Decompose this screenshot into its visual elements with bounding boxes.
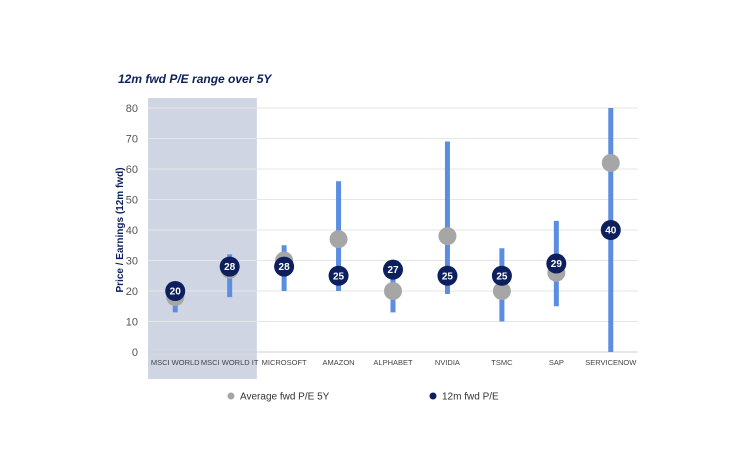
category-label: AMAZON bbox=[323, 358, 355, 367]
y-tick-label: 10 bbox=[126, 317, 138, 329]
current-pe-label: 25 bbox=[333, 271, 345, 282]
highlight-band bbox=[148, 98, 257, 379]
average-pe-dot bbox=[438, 227, 457, 246]
current-pe-label: 28 bbox=[279, 262, 291, 273]
current-pe-label: 28 bbox=[224, 262, 236, 273]
current-pe-label: 25 bbox=[442, 271, 454, 282]
current-pe-dot bbox=[600, 220, 621, 240]
category-label: SERVICENOW bbox=[585, 358, 637, 367]
legend-label: 12m fwd P/E bbox=[442, 392, 499, 403]
current-pe-dot bbox=[491, 265, 512, 286]
legend-label: Average fwd P/E 5Y bbox=[240, 392, 330, 403]
category-label: MSCI WORLD bbox=[151, 358, 200, 367]
current-pe-dot bbox=[383, 259, 403, 280]
y-axis-title: Price / Earnings (12m fwd) bbox=[115, 167, 126, 292]
legend-marker bbox=[227, 392, 235, 400]
current-pe-label: 25 bbox=[496, 271, 508, 282]
current-pe-dot bbox=[219, 256, 240, 277]
category-label: ALPHABET bbox=[373, 358, 413, 367]
y-tick-label: 30 bbox=[126, 256, 138, 268]
y-tick-label: 50 bbox=[126, 195, 138, 207]
y-tick-label: 60 bbox=[126, 164, 138, 176]
chart-title: 12m fwd P/E range over 5Y bbox=[118, 72, 272, 86]
legend-marker bbox=[429, 392, 437, 400]
current-pe-dot bbox=[437, 265, 458, 286]
category-label: MICROSOFT bbox=[262, 358, 307, 367]
average-pe-dot bbox=[384, 282, 402, 300]
y-tick-label: 80 bbox=[126, 103, 138, 115]
y-tick-label: 20 bbox=[126, 286, 138, 298]
current-pe-label: 40 bbox=[605, 226, 617, 237]
category-label: SAP bbox=[549, 358, 564, 367]
average-pe-dot bbox=[492, 282, 511, 300]
current-pe-dot bbox=[328, 265, 349, 286]
current-pe-label: 29 bbox=[551, 259, 563, 270]
category-label: TSMC bbox=[491, 358, 513, 367]
current-pe-label: 20 bbox=[170, 287, 182, 298]
category-label: MSCI WORLD IT bbox=[201, 358, 259, 367]
current-pe-dot bbox=[546, 253, 567, 274]
average-pe-dot bbox=[601, 153, 620, 172]
y-tick-label: 40 bbox=[126, 225, 138, 237]
current-pe-dot bbox=[274, 256, 295, 277]
y-tick-label: 0 bbox=[132, 347, 138, 359]
y-tick-label: 70 bbox=[126, 134, 138, 146]
category-label: NVIDIA bbox=[435, 358, 460, 367]
current-pe-label: 27 bbox=[387, 265, 399, 276]
average-pe-dot bbox=[329, 230, 348, 249]
current-pe-dot bbox=[165, 281, 186, 301]
